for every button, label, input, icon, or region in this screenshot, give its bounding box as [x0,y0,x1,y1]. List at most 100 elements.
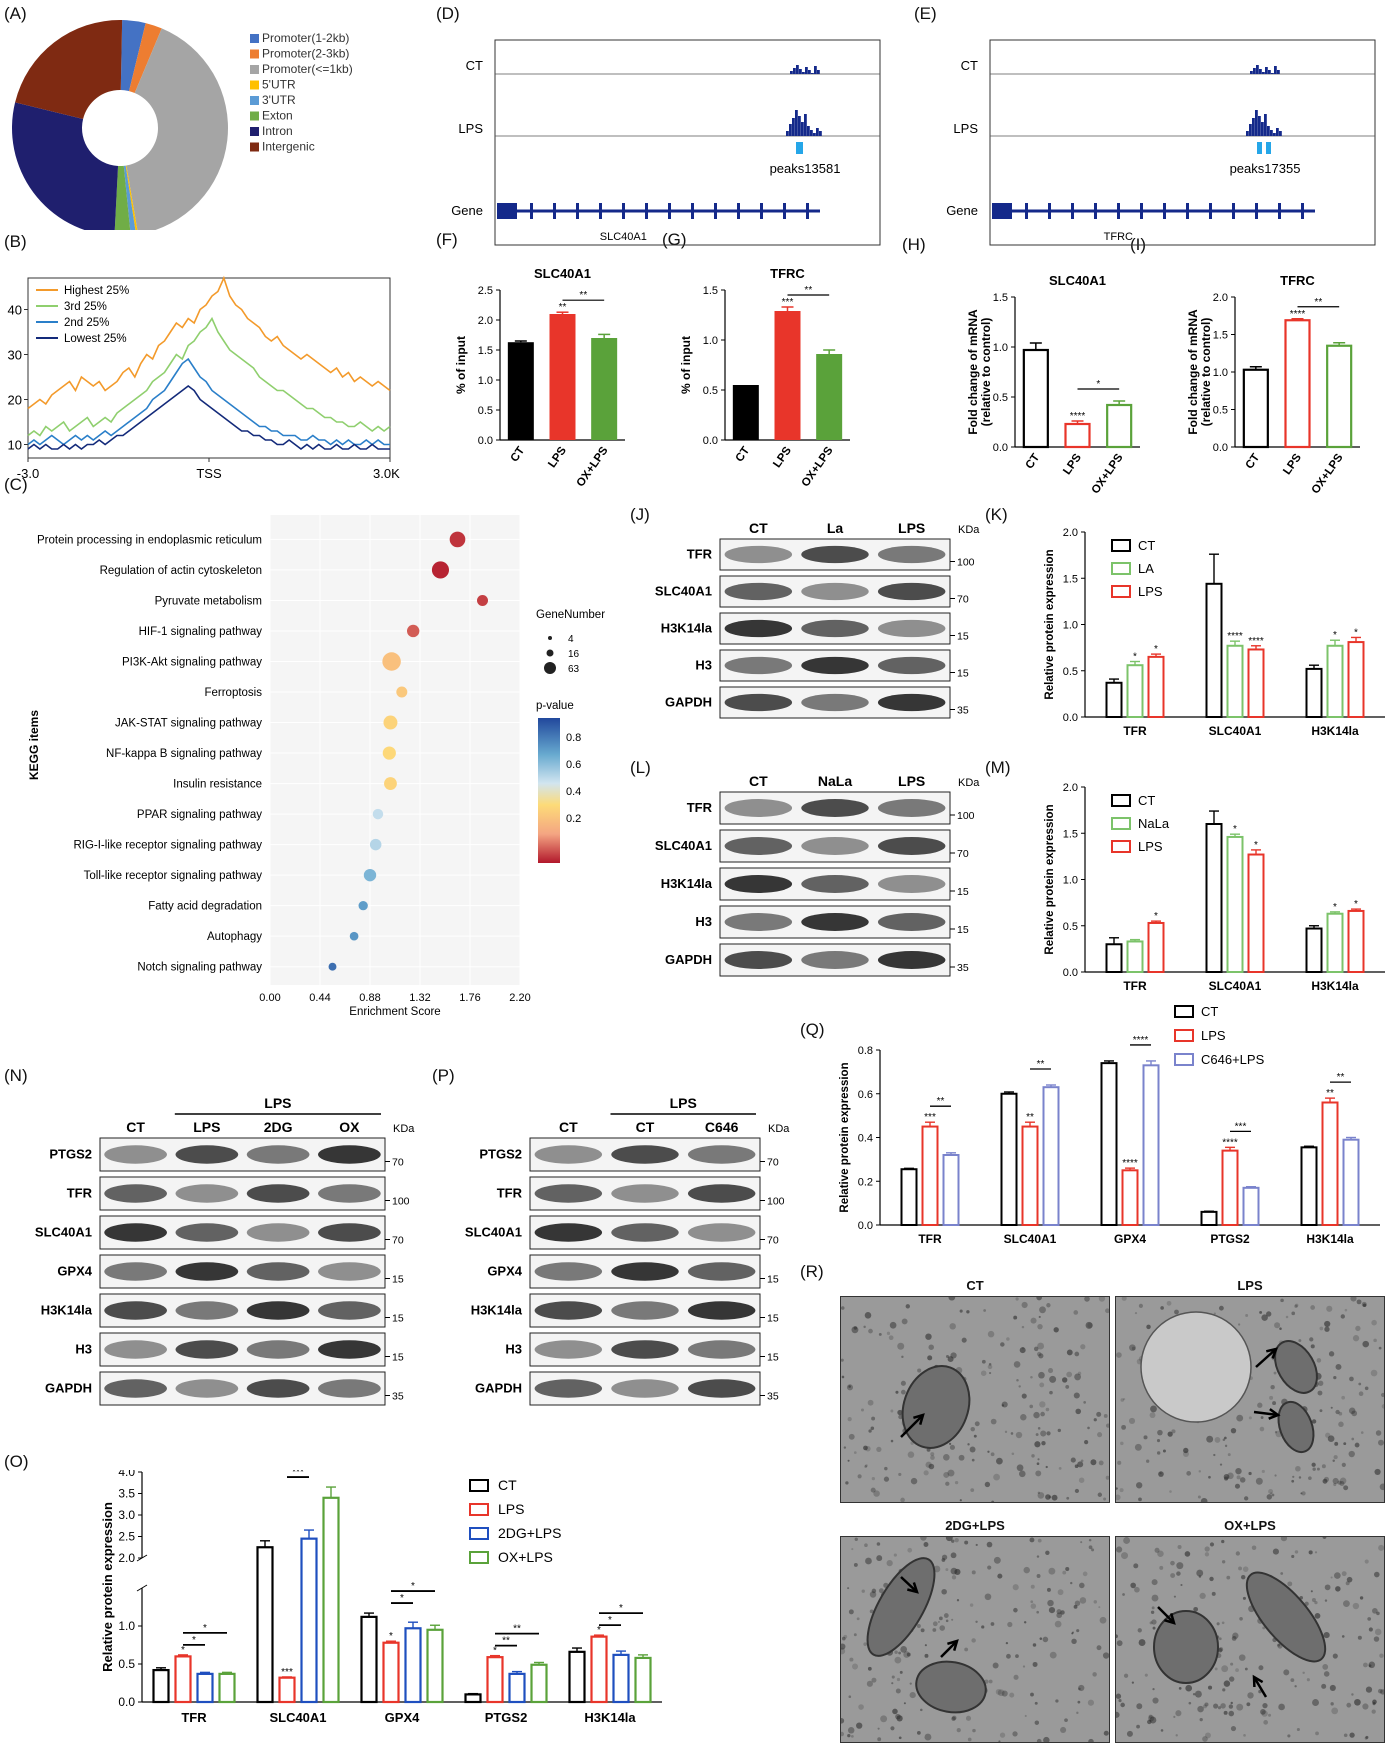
tem-granule [984,1593,992,1601]
bar [1326,344,1353,449]
tem-mitochondrion [1277,1400,1315,1454]
significance-stars: *** [281,1667,293,1678]
tem-granule [1157,1429,1163,1436]
tem-granule [1372,1702,1376,1706]
track-label-ct: CT [961,58,978,73]
tem-granule [901,1318,908,1325]
color-legend-tick: 0.6 [566,759,581,771]
tem-granule [1079,1597,1087,1604]
x-tick-label: H3K14la [1311,724,1359,738]
tem-granule [993,1473,1000,1481]
x-tick-label: 1.32 [409,992,430,1004]
tem-granule [1351,1410,1358,1417]
tem-granule [1152,1626,1156,1630]
bar [152,1668,170,1704]
tem-granule [1060,1610,1065,1615]
y-tick-label: 0.0 [1063,712,1078,724]
blot-row-label: GAPDH [45,1381,92,1396]
tem-granule [937,1620,940,1623]
lane-label: 2DG [264,1119,293,1135]
blot-band [318,1301,381,1320]
category-label: Notch signaling pathway [137,962,262,974]
tem-granule [1005,1641,1009,1645]
blot-band [104,1223,167,1242]
color-legend-title: p-value [536,700,574,712]
blot-band [611,1262,679,1281]
tem-granule [1065,1385,1070,1389]
tem-granule [1078,1687,1081,1691]
tem-granule [970,1488,975,1493]
blot-band [687,1145,756,1164]
chart-title: SLC40A1 [1049,273,1106,288]
coverage-bar [816,128,819,136]
tem-granule [865,1464,868,1467]
blot-row-label: H3K14la [661,621,713,636]
blot-band [175,1184,239,1203]
legend-swatch [250,49,259,59]
y-tick-label: 1.0 [478,375,493,387]
y-axis-title: % of input [679,336,693,394]
tem-granule [1360,1431,1364,1434]
tem-granule [1151,1606,1155,1610]
tem-granule [1032,1661,1038,1667]
tem-granule [1036,1351,1042,1357]
exon [760,203,763,219]
donut-slice [125,165,138,230]
tem-granule [1056,1612,1063,1619]
tem-granule [1325,1432,1331,1438]
x-tick-label: SLC40A1 [1209,979,1262,993]
tem-granule [1224,1436,1227,1440]
blot-band [687,1184,756,1203]
tem-granule [894,1650,898,1654]
tem-granule [1274,1322,1281,1329]
panel-label-j: (J) [630,505,650,524]
tem-granule [1222,1438,1226,1442]
tem-granule [841,1717,845,1724]
tem-granule [1316,1358,1322,1363]
legend-label: 3'UTR [262,93,296,107]
tem-granule [1380,1392,1384,1397]
bar [300,1537,318,1704]
tem-granule [1123,1537,1131,1544]
tem-granule [1036,1297,1042,1301]
kda-marker: 15 [392,1313,404,1325]
exon [1255,203,1258,219]
bar [174,1655,192,1704]
coverage-bar [1277,70,1280,74]
tem-granule [1324,1326,1330,1332]
significance-stars: * [192,1635,196,1646]
tem-arrow-head [1252,1674,1264,1688]
tem-granule [1070,1581,1073,1585]
tem-granule [1335,1409,1340,1415]
tem-image-2dg-lps [840,1536,1110,1743]
tem-granule [1038,1371,1045,1379]
significance-stars: **** [1248,636,1264,647]
y-axis-title: Relative protein expression [100,1502,115,1672]
tem-granule [1036,1555,1040,1558]
tem-granule [1157,1550,1164,1558]
tem-granule [1348,1450,1355,1458]
tem-granule [1356,1299,1362,1305]
tem-granule [916,1731,921,1735]
size-legend-label: 16 [568,649,580,660]
tem-granule [1226,1575,1231,1580]
tem-granule [1116,1711,1120,1718]
category-label: NF-kappa B signaling pathway [106,748,262,760]
tem-granule [959,1499,962,1502]
x-tick-label: PTGS2 [1210,1232,1250,1246]
tem-granule [1214,1667,1218,1671]
blot-band [104,1145,167,1164]
donut-slice [123,165,136,230]
x-tick-label: TFR [181,1710,207,1725]
tem-granule [1221,1621,1225,1625]
tem-granule [841,1731,845,1737]
tem-granule [945,1537,953,1542]
kda-marker: 70 [957,848,969,860]
lane-label: CT [749,520,768,536]
tem-granule [1359,1596,1364,1600]
tem-granule [1258,1665,1264,1671]
tem-granule [1381,1404,1384,1409]
coverage-bar [1246,131,1249,136]
lane-label: LPS [193,1119,220,1135]
tem-granule [1368,1661,1376,1669]
